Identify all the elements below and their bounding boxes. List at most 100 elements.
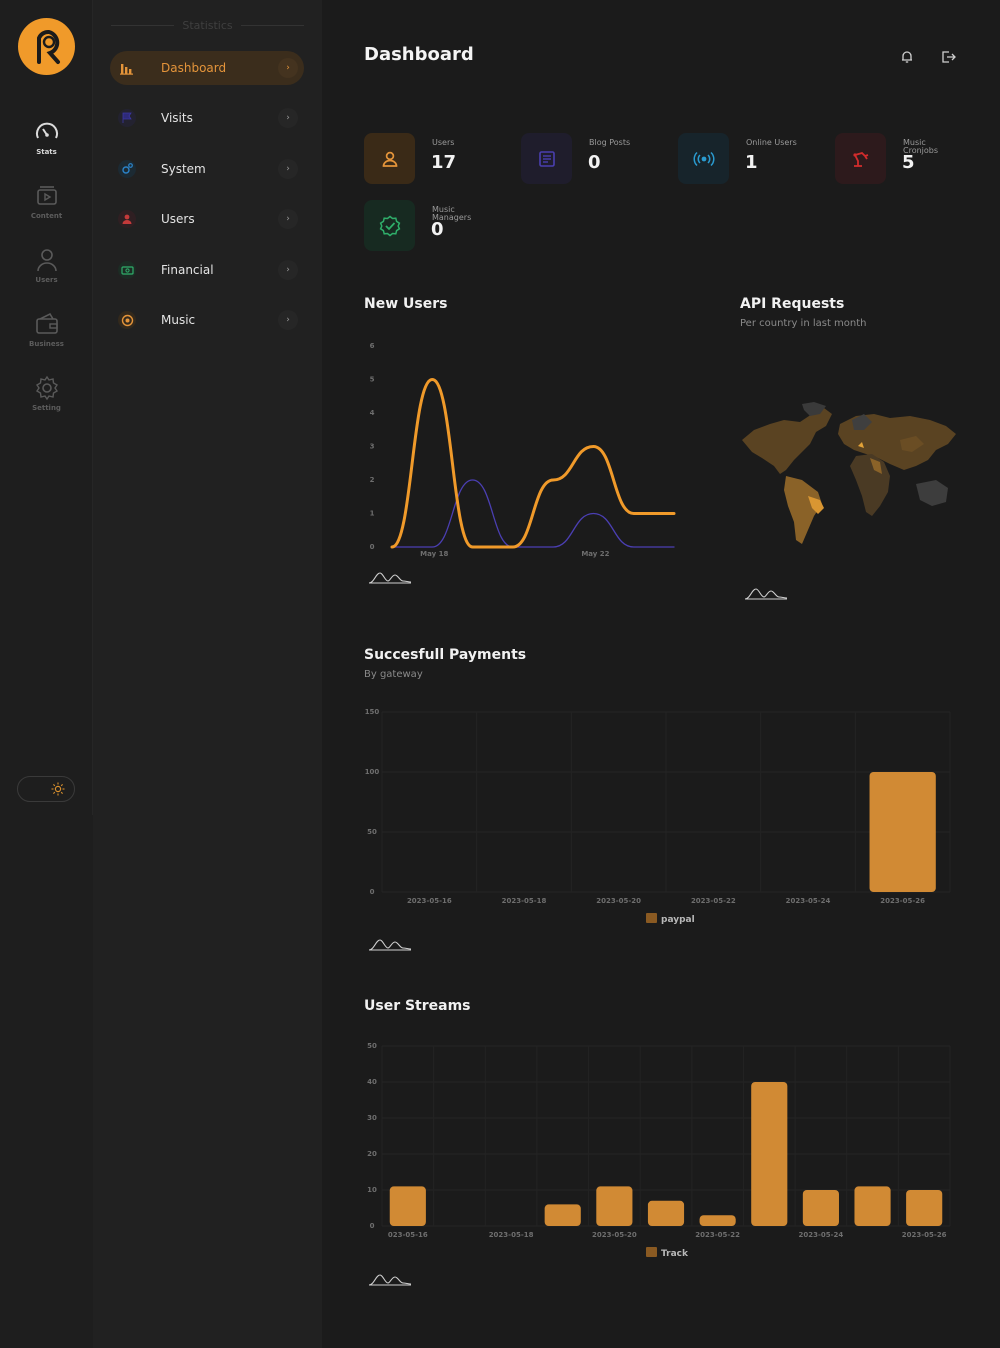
bar-chart-icon — [118, 59, 136, 77]
theme-toggle[interactable] — [17, 776, 75, 802]
nav-item-label: Financial — [161, 263, 214, 277]
payments-bar-chart: 0 50 100 150 2023-05-16 2023-05-18 2023-05-20 2… — [365, 708, 951, 925]
y-tick-label: 5 — [370, 376, 375, 384]
nav-item-label: Dashboard — [161, 61, 227, 75]
money-icon — [118, 261, 136, 279]
x-tick-label: 2023-05-18 — [502, 897, 547, 905]
document-icon — [521, 133, 572, 184]
x-tick-label: May 18 — [420, 550, 448, 558]
stat-label: Music Managers — [432, 205, 472, 222]
sparkline-icon — [744, 588, 788, 600]
rail-item-label: Content — [30, 212, 63, 220]
sparkline-icon — [368, 1274, 412, 1286]
map-land — [742, 402, 956, 544]
new-users-title: New Users — [364, 296, 448, 312]
user-icon — [118, 210, 136, 228]
robot-arm-icon — [835, 133, 886, 184]
app-logo[interactable] — [18, 18, 75, 75]
x-tick-label: 023-05-16 — [388, 1231, 428, 1239]
x-tick-label: 2023-05-26 — [902, 1231, 947, 1239]
flag-icon — [118, 109, 136, 127]
nav-item-label: Users — [161, 212, 195, 226]
stat-value: 0 — [588, 152, 601, 173]
bar — [699, 1215, 736, 1226]
bar — [751, 1082, 788, 1226]
stat-card-users: Users 17 — [364, 133, 514, 185]
logout-button[interactable] — [939, 48, 957, 66]
bar — [854, 1186, 891, 1226]
nav-item-music[interactable]: Music › — [110, 303, 304, 337]
bar — [596, 1186, 633, 1226]
stat-value: 17 — [431, 152, 457, 173]
divider — [111, 24, 175, 26]
api-requests-subtitle: Per country in last month — [740, 318, 867, 329]
stat-value: 5 — [902, 152, 915, 173]
rail-item-label: Setting — [32, 404, 61, 412]
y-tick-label: 100 — [365, 768, 380, 776]
streams-bar-chart: 0 10 20 30 40 50 023-05-16 2023-05-18 2023-05-20… — [367, 1042, 951, 1259]
speedometer-icon — [35, 122, 58, 139]
world-map — [742, 402, 956, 544]
line-series-primary — [390, 377, 676, 549]
x-tick-label: May 22 — [581, 550, 609, 558]
stat-label: Users — [432, 138, 455, 147]
rail-item-setting[interactable]: Setting — [0, 375, 93, 412]
stat-label: Blog Posts — [589, 138, 631, 147]
y-tick-label: 6 — [370, 342, 375, 350]
nav-item-system[interactable]: System › — [110, 152, 304, 186]
y-tick-label: 0 — [370, 543, 375, 551]
rail-item-users[interactable]: Users — [0, 247, 93, 284]
y-tick-label: 50 — [367, 828, 377, 836]
nav-item-label: Visits — [161, 111, 193, 125]
wallet-icon — [35, 312, 58, 334]
nav-item-label: Music — [161, 313, 196, 327]
user-icon — [36, 249, 57, 272]
bar — [389, 1186, 426, 1226]
logout-icon — [941, 51, 956, 63]
legend-swatch — [646, 913, 657, 923]
stat-value: 0 — [431, 219, 444, 240]
x-tick-label: 2023-05-26 — [880, 897, 925, 905]
x-tick-label: 2023-05-16 — [407, 897, 452, 905]
chevron-right-icon: › — [278, 58, 298, 78]
legend-label: Track — [661, 1249, 689, 1259]
chevron-right-icon: › — [278, 108, 298, 128]
broadcast-icon — [678, 133, 729, 184]
gear-icon — [35, 375, 58, 401]
chevron-right-icon: › — [278, 209, 298, 229]
nav-item-financial[interactable]: Financial › — [110, 253, 304, 287]
nav-item-users[interactable]: Users › — [110, 202, 304, 236]
nav-item-dashboard[interactable]: Dashboard › — [110, 51, 304, 85]
legend-swatch — [646, 1247, 657, 1257]
sun-icon — [51, 782, 65, 796]
stat-card-online-users: Online Users 1 — [678, 133, 828, 185]
rail-item-business[interactable]: Business — [0, 311, 93, 348]
y-tick-label: 30 — [367, 1114, 377, 1122]
page-title: Dashboard — [364, 44, 474, 65]
stat-card-blog-posts: Blog Posts 0 — [521, 133, 671, 185]
x-tick-label: 2023-05-18 — [489, 1231, 534, 1239]
section-nav: Statistics Dashboard › Visits › System ›… — [93, 0, 322, 1348]
bell-icon — [902, 51, 912, 63]
rail-item-content[interactable]: Content — [0, 183, 93, 220]
icon-rail: Stats Content Users Business Setting — [0, 0, 93, 1348]
y-tick-label: 1 — [370, 510, 375, 518]
nav-item-visits[interactable]: Visits › — [110, 101, 304, 135]
user-icon — [364, 133, 415, 184]
y-tick-label: 40 — [367, 1078, 377, 1086]
disc-icon — [118, 311, 136, 329]
y-tick-label: 0 — [370, 888, 375, 896]
y-tick-label: 4 — [370, 409, 375, 417]
rail-item-label: Users — [35, 276, 58, 284]
x-tick-label: 2023-05-20 — [596, 897, 641, 905]
sparkline-icon — [368, 572, 412, 584]
y-tick-label: 0 — [370, 1222, 375, 1230]
y-tick-label: 3 — [370, 443, 375, 451]
stat-label: Online Users — [746, 138, 797, 147]
bar — [869, 772, 936, 892]
rail-item-stats[interactable]: Stats — [0, 119, 93, 156]
x-tick-label: 2023-05-20 — [592, 1231, 637, 1239]
notifications-button[interactable] — [898, 48, 916, 66]
media-icon — [36, 186, 57, 205]
x-tick-label: 2023-05-22 — [691, 897, 736, 905]
